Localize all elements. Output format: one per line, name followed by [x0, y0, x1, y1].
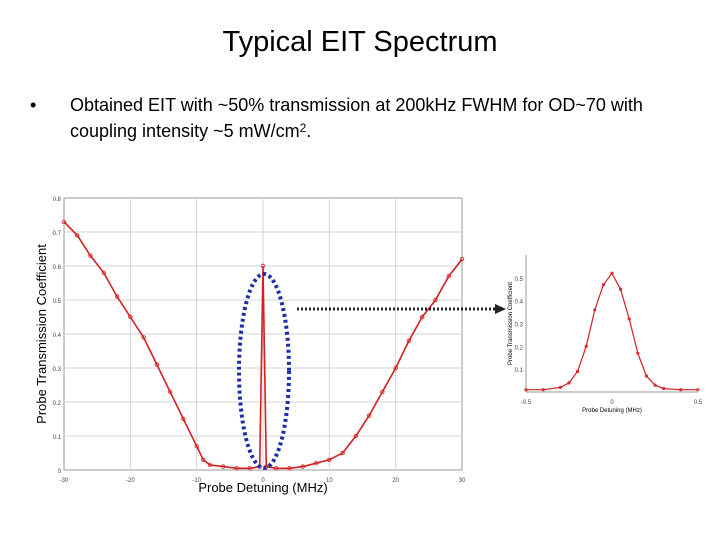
bullet-text: Obtained EIT with ~50% transmission at 2…: [70, 94, 710, 143]
data-point: [75, 233, 80, 238]
bullet-marker: •: [30, 95, 37, 115]
data-point: [61, 219, 67, 224]
x-tick-label: -0.5: [521, 400, 532, 406]
bullet-superscript: 2: [299, 121, 307, 135]
y-tick-label: 0.5: [515, 277, 524, 283]
y-tick-label: 0.2: [515, 345, 524, 351]
y-axis-label: Probe Transmission Coefficient: [34, 244, 49, 424]
data-point: [610, 271, 614, 275]
x-axis-label: Probe Detuning (MHz): [198, 480, 327, 495]
y-tick-label: 0.5: [53, 299, 62, 305]
data-point: [601, 283, 606, 287]
data-point: [433, 297, 438, 303]
main-eit-spectrum-chart: -30 -20 -10 0 10 20 30 0 0.1 0.2 0.3 0.4 0.5 0.6 0.7 0.…: [34, 197, 466, 495]
x-tick-label: 20: [392, 478, 399, 484]
data-point: [593, 308, 597, 312]
zoom-arrowhead: [495, 304, 506, 314]
slide-title: Typical EIT Spectrum: [222, 26, 498, 58]
x-tick-label: -10: [192, 478, 201, 484]
data-point: [446, 274, 451, 279]
x-tick-label: -30: [60, 478, 69, 484]
data-point: [575, 369, 580, 374]
data-point: [101, 270, 106, 275]
bullet-end: .: [306, 121, 312, 141]
data-point: [194, 444, 199, 449]
data-point: [558, 385, 563, 390]
x-tick-label: 0.5: [694, 400, 703, 406]
data-point: [88, 253, 93, 258]
y-tick-label: 0.4: [53, 333, 62, 339]
x-tick-label: 10: [326, 478, 333, 484]
data-point: [260, 263, 266, 269]
series-line: [526, 272, 698, 391]
data-point: [679, 388, 683, 392]
data-point: [406, 338, 412, 343]
data-point: [696, 388, 700, 392]
data-point: [234, 466, 239, 471]
data-point: [300, 464, 305, 469]
data-point: [636, 351, 640, 355]
data-point: [114, 294, 120, 299]
x-tick-label: 0: [610, 400, 614, 406]
data-point: [618, 287, 623, 291]
y-tick-label: 0.3: [515, 323, 524, 329]
data-point: [220, 464, 226, 469]
x-tick-label: 0: [261, 478, 265, 484]
y-tick-label: 0.7: [53, 231, 62, 237]
zoomed-eit-peak-chart: -0.5 0 0.5 0.1 0.2 0.3 0.4 0.5 Probe Detuning (M…: [508, 255, 703, 414]
data-point: [207, 462, 213, 468]
data-point: [201, 457, 206, 462]
y-tick-label: 0.1: [515, 368, 524, 374]
peak-highlight-ellipse: [237, 272, 291, 470]
data-point: [366, 413, 372, 418]
y-tick-label: 0.8: [53, 197, 62, 203]
y-axis-label: Probe Transmission Coefficient: [508, 282, 514, 365]
data-point: [524, 388, 528, 392]
data-point: [584, 344, 588, 348]
data-point: [644, 374, 649, 378]
data-point: [627, 317, 631, 321]
data-point: [128, 314, 133, 320]
data-point: [141, 335, 146, 340]
series-line: [63, 221, 463, 470]
data-point: [567, 381, 571, 385]
data-point: [181, 416, 186, 422]
data-point: [287, 466, 292, 471]
data-point: [653, 383, 657, 387]
data-point: [393, 365, 398, 371]
y-tick-label: 0.2: [53, 401, 62, 407]
data-point: [167, 389, 173, 394]
y-tick-label: 0.3: [53, 367, 62, 373]
data-point: [154, 362, 160, 367]
data-point: [661, 386, 666, 391]
data-point: [274, 466, 279, 471]
y-tick-label: 0: [58, 469, 62, 475]
data-point: [380, 389, 385, 394]
y-tick-label: 0.1: [53, 435, 62, 441]
data-point: [541, 388, 545, 392]
x-tick-label: -20: [126, 478, 135, 484]
data-point: [327, 457, 332, 462]
x-axis-label: Probe Detuning (MHz): [582, 408, 642, 414]
data-point: [340, 450, 345, 456]
y-tick-label: 0.6: [53, 265, 62, 271]
data-point: [420, 314, 425, 320]
bullet-body: Obtained EIT with ~50% transmission at 2…: [70, 95, 643, 141]
data-point: [313, 461, 319, 466]
y-tick-label: 0.4: [515, 300, 524, 306]
x-tick-label: 30: [459, 478, 466, 484]
data-point: [247, 466, 252, 471]
data-point: [459, 257, 465, 262]
data-point: [353, 433, 359, 439]
